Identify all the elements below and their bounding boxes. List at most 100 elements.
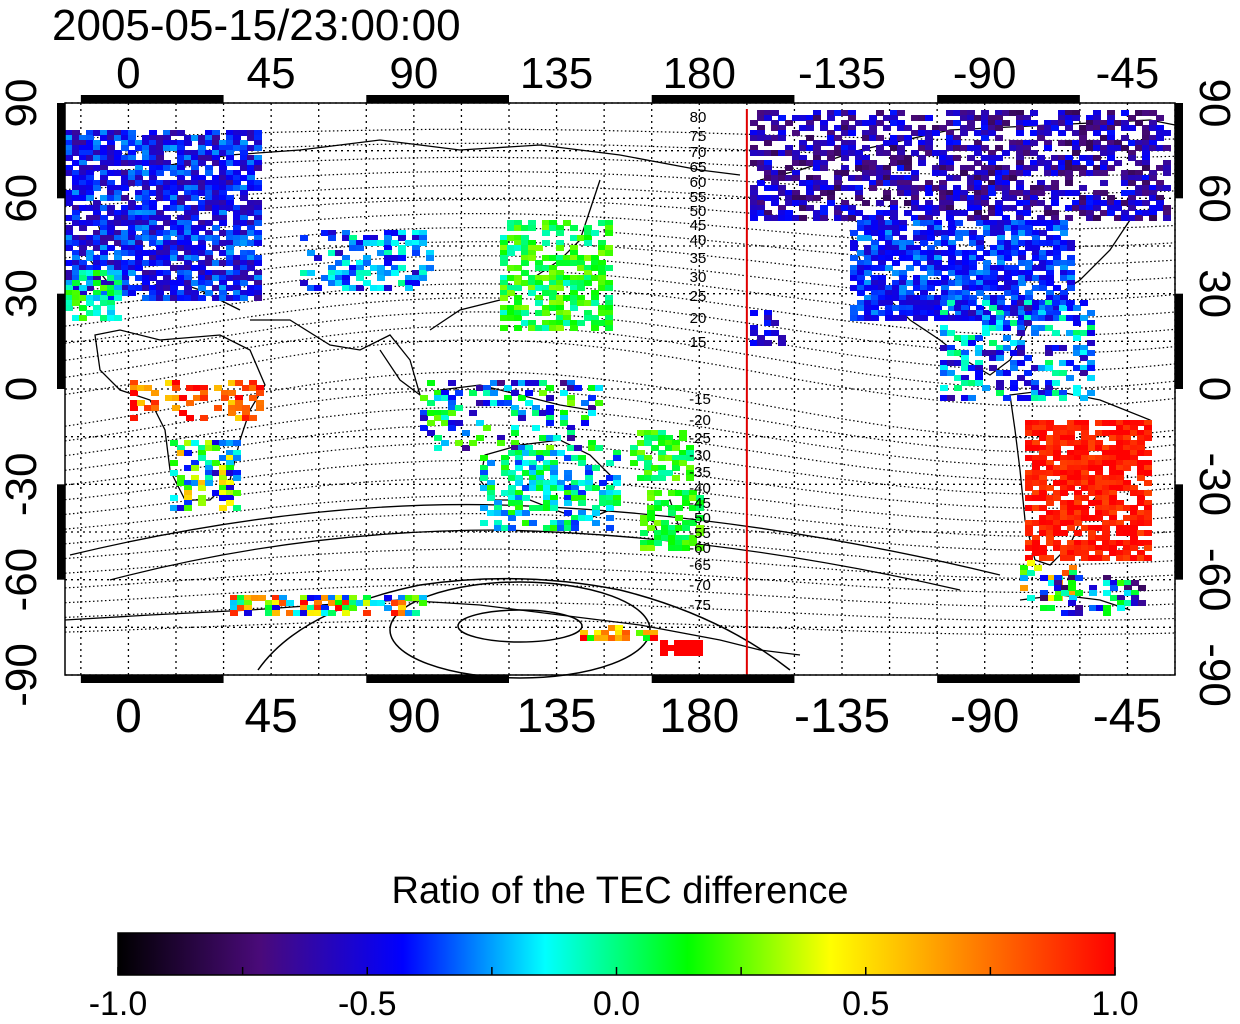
tec-pixel [1138,600,1146,606]
tec-pixel [247,175,255,181]
tec-pixel [114,280,122,286]
tec-pixel [525,445,533,451]
tec-pixel [184,155,192,161]
tec-pixel [947,370,955,376]
tec-pixel [539,410,547,416]
tec-pixel [1109,495,1117,501]
tec-pixel [799,125,807,131]
tec-pixel [969,315,977,321]
tec-pixel [1046,425,1054,431]
tec-pixel [93,215,101,221]
tec-pixel [93,150,101,156]
tec-pixel [1087,320,1095,326]
tec-pixel [254,155,262,161]
tec-pixel [1060,510,1068,516]
tec-pixel [674,650,682,656]
tec-pixel [975,375,983,381]
tec-pixel [834,180,842,186]
tec-pixel [240,220,248,226]
tec-pixel [184,495,192,501]
tec-pixel [976,305,984,311]
tec-pixel [1017,375,1025,381]
tec-pixel [1046,540,1054,546]
tec-pixel [996,355,1004,361]
tec-pixel [1039,285,1047,291]
tec-pixel [1137,515,1145,521]
tec-pixel [672,440,680,446]
contour-line [257,577,791,671]
tec-pixel [955,280,963,286]
tec-pixel [1128,215,1136,221]
tec-pixel [1095,480,1103,486]
tec-pixel [1073,385,1081,391]
tec-pixel [1142,155,1150,161]
tec-pixel [1109,435,1117,441]
tec-pixel [235,400,243,406]
tec-pixel [1045,300,1053,306]
tec-pixel [1116,505,1124,511]
tec-pixel [177,130,185,136]
tec-pixel [1130,485,1138,491]
tec-pixel [529,520,537,526]
tec-pixel [515,505,523,511]
tec-pixel [1010,385,1018,391]
tec-pixel [219,230,227,236]
tec-pixel [549,320,557,326]
tec-pixel [419,595,427,601]
tec-pixel [65,145,73,151]
tec-pixel [1075,610,1083,616]
tec-pixel [947,350,955,356]
tec-pixel [398,600,406,606]
tec-pixel [1156,115,1164,121]
tec-pixel [996,390,1004,396]
tec-pixel [864,270,872,276]
contour-label: 40 [690,232,707,249]
tec-pixel [307,270,315,276]
tec-pixel [560,380,568,386]
tec-pixel [605,245,613,251]
tec-pixel [913,255,921,261]
tec-pixel [1087,360,1095,366]
tec-pixel [177,265,185,271]
tec-pixel [934,295,942,301]
tec-pixel [588,440,596,446]
tec-pixel [86,135,94,141]
tec-pixel [1060,225,1068,231]
tec-pixel [606,515,614,521]
tec-pixel [997,295,1005,301]
tec-pixel [135,250,143,256]
tec-pixel [997,235,1005,241]
tec-pixel [427,400,435,406]
tec-pixel [927,255,935,261]
tec-pixel [990,225,998,231]
tec-pixel [1046,510,1054,516]
tec-pixel [1088,540,1096,546]
tec-pixel [1100,125,1108,131]
tec-pixel [594,630,602,636]
tec-pixel [913,260,921,266]
tec-pixel [1079,200,1087,206]
tec-pixel [962,255,970,261]
tec-pixel [988,185,996,191]
tec-pixel [1032,540,1040,546]
tec-pixel [100,145,108,151]
tec-pixel [156,165,164,171]
tec-pixel [658,435,666,441]
tec-pixel [920,250,928,256]
tec-pixel [93,255,101,261]
tec-pixel [1073,335,1081,341]
tec-pixel [968,310,976,316]
tec-pixel [974,205,982,211]
tec-pixel [946,195,954,201]
tec-pixel [1123,485,1131,491]
tec-pixel [571,485,579,491]
tec-pixel [193,385,201,391]
tec-pixel [1046,450,1054,456]
tec-pixel [483,400,491,406]
tec-pixel [219,210,227,216]
tec-pixel [606,500,614,506]
tec-pixel [128,210,136,216]
tec-pixel [556,300,564,306]
tec-pixel [1144,490,1152,496]
tec-pixel [878,220,886,226]
